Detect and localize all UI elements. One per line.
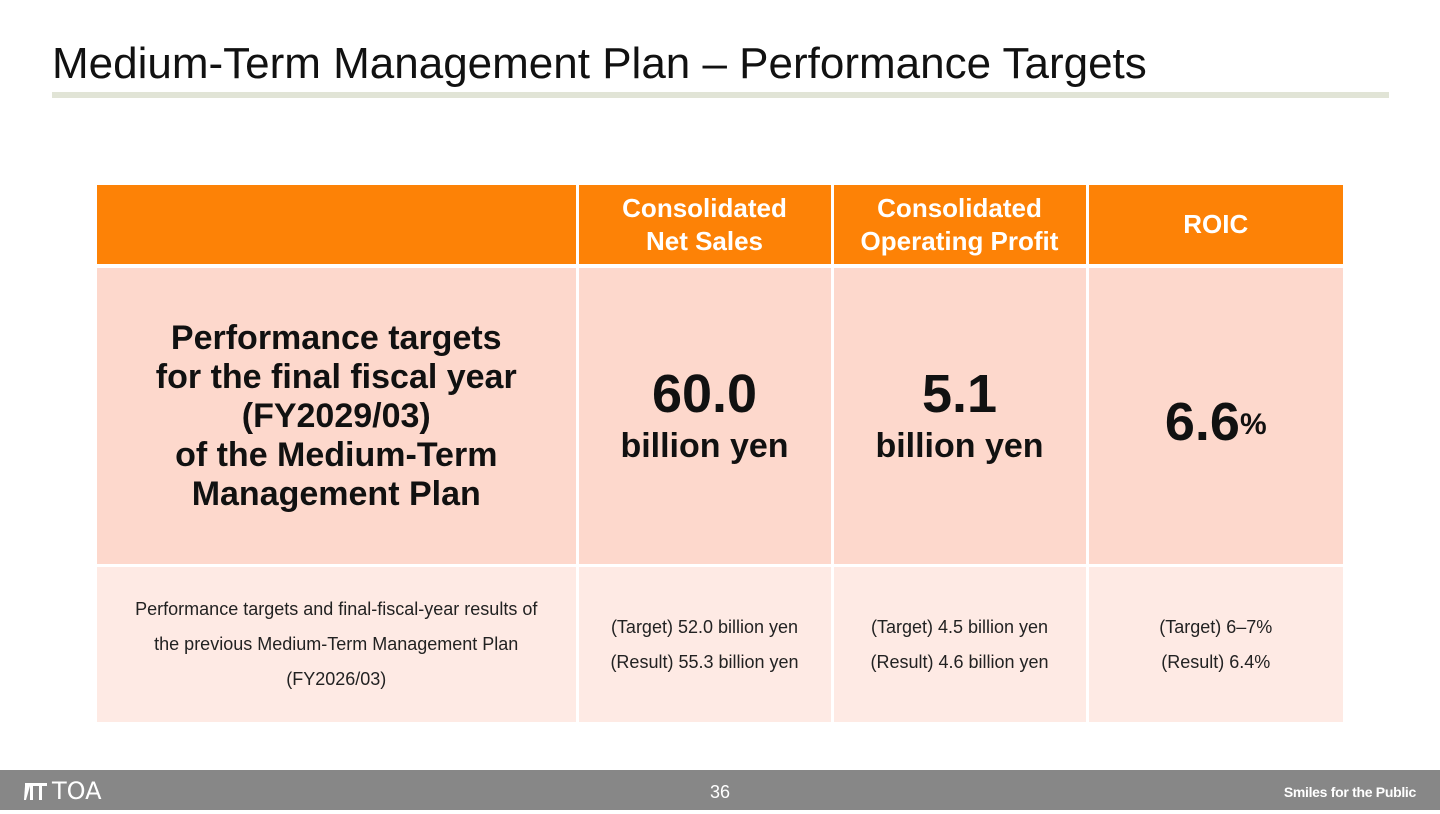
slogan: Smiles for the Public: [1283, 784, 1416, 800]
targets-row: Performance targets for the final fiscal…: [97, 266, 1343, 567]
net-sales-target-value: 60.0: [651, 364, 758, 424]
roic-target-unit: %: [1239, 408, 1267, 441]
page-number: 36: [709, 782, 731, 802]
targets-label-cell: Performance targets for the final fiscal…: [97, 266, 577, 567]
header-corner-cell: [97, 185, 577, 268]
performance-targets-table: Consolidated Net Sales Consolidated Oper…: [97, 185, 1343, 722]
previous-operating-profit-target: (Target) 4.5 billion yen: [870, 616, 1049, 637]
header-row: Consolidated Net Sales Consolidated Oper…: [97, 185, 1343, 268]
roic-target-cell: 6.6%: [1085, 266, 1343, 567]
targets-label-line: Management Plan: [191, 474, 481, 513]
previous-net-sales-cell: (Target) 52.0 billion yen (Result) 55.3 …: [575, 565, 832, 722]
previous-net-sales-target: (Target) 52.0 billion yen: [610, 616, 799, 637]
header-operating-profit-line2: Operating Profit: [860, 225, 1059, 256]
title-underline: [52, 92, 1389, 98]
operating-profit-target-unit: billion yen: [875, 427, 1044, 465]
operating-profit-target-cell: 5.1 billion yen: [830, 266, 1087, 567]
previous-roic-cell: (Target) 6–7% (Result) 6.4%: [1085, 565, 1343, 722]
operating-profit-target-value: 5.1: [921, 364, 998, 424]
targets-label-line: for the final fiscal year: [155, 357, 517, 396]
toa-logo-text: TOA: [52, 777, 102, 805]
previous-label-cell: Performance targets and final-fiscal-yea…: [97, 565, 577, 722]
toa-logo: TOA: [24, 778, 102, 804]
previous-operating-profit-result: (Result) 4.6 billion yen: [870, 651, 1049, 672]
slide-title: Medium-Term Management Plan ‒ Performanc…: [52, 39, 1147, 88]
toa-logo-icon: [24, 783, 47, 800]
previous-label-line: the previous Medium-Term Management Plan: [154, 634, 519, 654]
targets-label-line: Performance targets: [170, 318, 502, 357]
header-roic: ROIC: [1085, 185, 1343, 268]
footer-bar: TOA 36 Smiles for the Public: [0, 770, 1440, 810]
header-net-sales-line2: Net Sales: [645, 225, 764, 256]
previous-label-line: (FY2026/03): [286, 669, 387, 689]
previous-roic-result: (Result) 6.4%: [1161, 651, 1271, 672]
previous-label-line: Performance targets and final-fiscal-yea…: [135, 599, 538, 619]
targets-label-line: (FY2029/03): [241, 396, 431, 435]
targets-label-line: of the Medium-Term: [175, 435, 498, 474]
header-operating-profit-line1: Consolidated: [877, 192, 1042, 223]
net-sales-target-cell: 60.0 billion yen: [575, 266, 832, 567]
previous-net-sales-result: (Result) 55.3 billion yen: [610, 651, 799, 672]
header-operating-profit: Consolidated Operating Profit: [830, 185, 1087, 268]
previous-roic-target: (Target) 6–7%: [1159, 616, 1273, 637]
header-net-sales-line1: Consolidated: [622, 192, 787, 223]
roic-target-value: 6.6: [1164, 392, 1240, 452]
previous-operating-profit-cell: (Target) 4.5 billion yen (Result) 4.6 bi…: [830, 565, 1087, 722]
previous-plan-row: Performance targets and final-fiscal-yea…: [97, 565, 1343, 722]
header-net-sales: Consolidated Net Sales: [575, 185, 832, 268]
net-sales-target-unit: billion yen: [620, 427, 789, 465]
